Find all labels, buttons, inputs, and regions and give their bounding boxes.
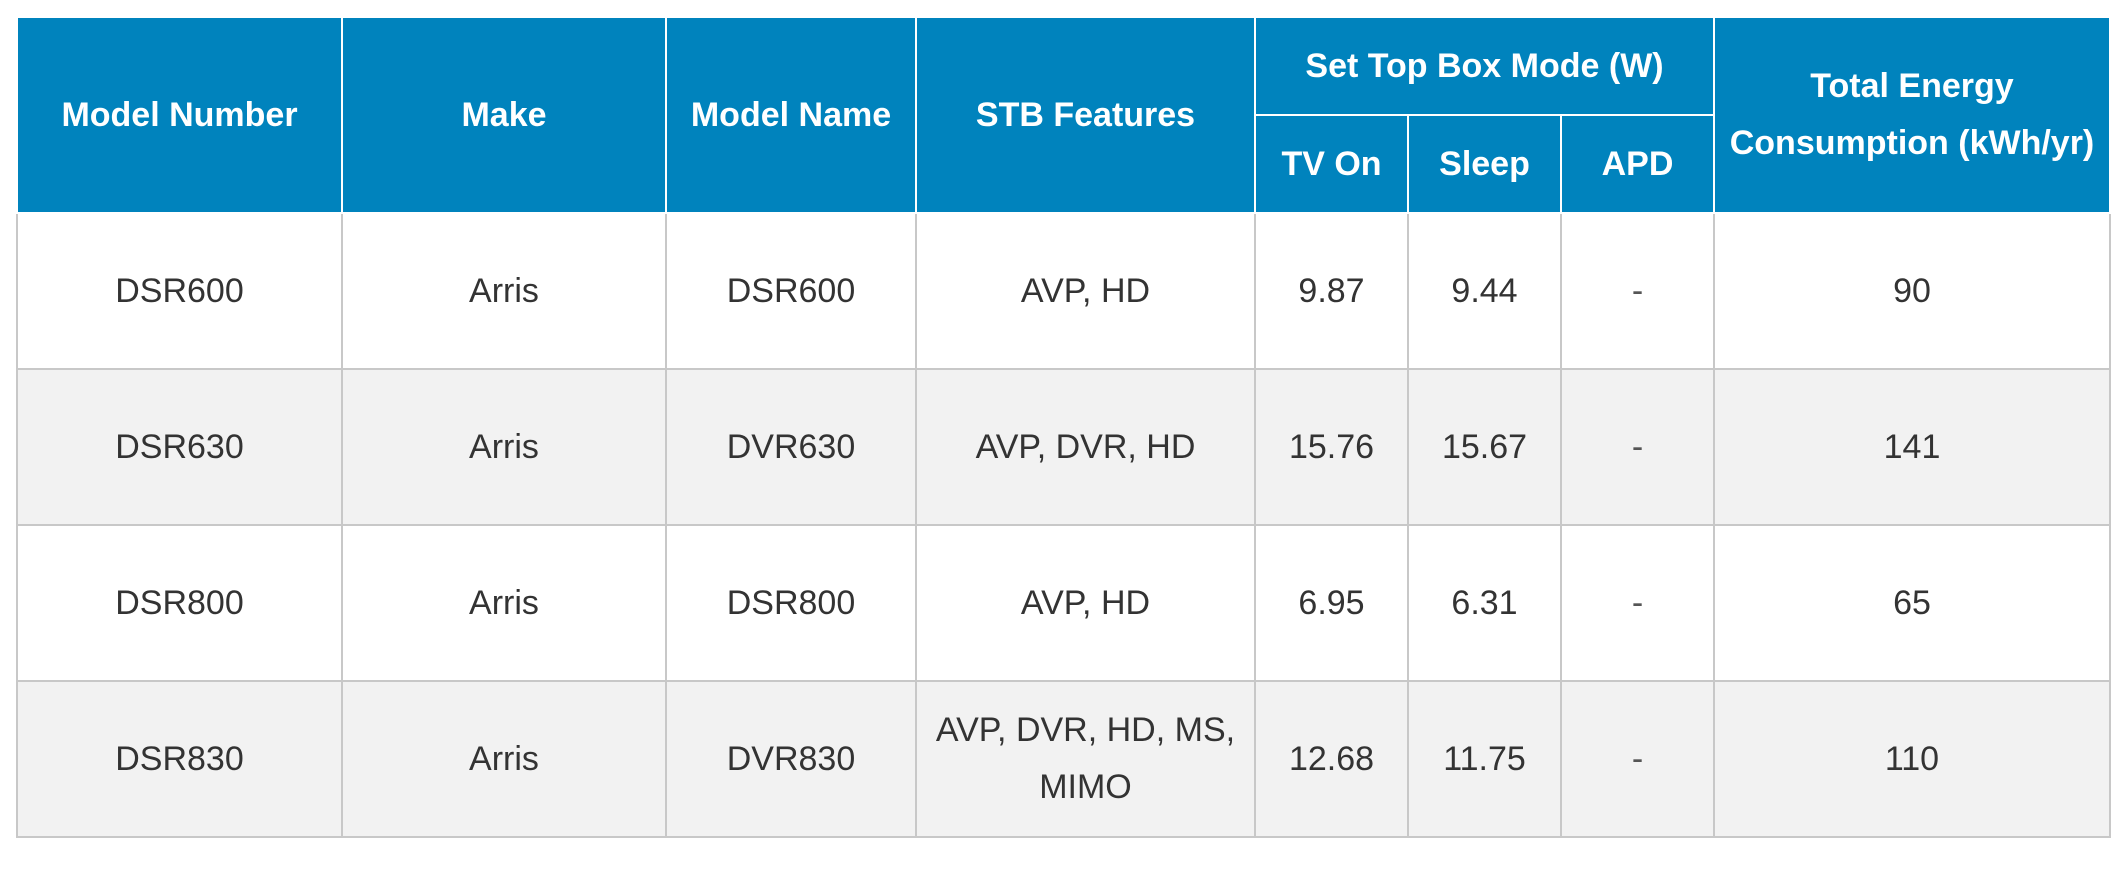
cell-features: AVP, HD — [915, 212, 1256, 370]
cell-sleep: 15.67 — [1407, 368, 1562, 526]
cell-model-name: DVR830 — [665, 680, 917, 838]
cell-features: AVP, HD — [915, 524, 1256, 682]
header-set-top-box-mode: Set Top Box Mode (W) — [1254, 16, 1715, 116]
cell-tv-on: 15.76 — [1254, 368, 1409, 526]
table-row: DSR600 Arris DSR600 AVP, HD 9.87 9.44 - … — [16, 212, 2111, 370]
table-row: DSR800 Arris DSR800 AVP, HD 6.95 6.31 - … — [16, 524, 2111, 682]
cell-total: 110 — [1713, 680, 2111, 838]
cell-model-number: DSR830 — [16, 680, 343, 838]
cell-make: Arris — [341, 368, 667, 526]
cell-sleep: 6.31 — [1407, 524, 1562, 682]
header-model-name: Model Name — [665, 16, 917, 214]
header-make: Make — [341, 16, 667, 214]
header-tv-on: TV On — [1254, 114, 1409, 214]
cell-sleep: 11.75 — [1407, 680, 1562, 838]
cell-total: 90 — [1713, 212, 2111, 370]
cell-apd: - — [1560, 524, 1715, 682]
header-row-2: TV On Sleep APD — [17, 114, 2110, 214]
cell-model-name: DVR630 — [665, 368, 917, 526]
cell-make: Arris — [341, 680, 667, 838]
cell-tv-on: 9.87 — [1254, 212, 1409, 370]
header-apd: APD — [1560, 114, 1715, 214]
header-row-1: Model Number Make Model Name STB Feature… — [16, 16, 2111, 214]
table-row: DSR830 Arris DVR830 AVP, DVR, HD, MS, MI… — [16, 680, 2111, 838]
cell-total: 141 — [1713, 368, 2111, 526]
cell-model-number: DSR800 — [16, 524, 343, 682]
cell-model-number: DSR630 — [16, 368, 343, 526]
cell-apd: - — [1560, 680, 1715, 838]
energy-table-container: Model Number Make Model Name STB Feature… — [16, 16, 2111, 838]
cell-sleep: 9.44 — [1407, 212, 1562, 370]
cell-apd: - — [1560, 368, 1715, 526]
energy-table: Model Number Make Model Name STB Feature… — [16, 16, 2111, 838]
header-stb-features: STB Features — [915, 16, 1256, 214]
cell-model-number: DSR600 — [16, 212, 343, 370]
cell-features: AVP, DVR, HD, MS, MIMO — [915, 680, 1256, 838]
header-model-number: Model Number — [16, 16, 343, 214]
cell-total: 65 — [1713, 524, 2111, 682]
table-row: DSR630 Arris DVR630 AVP, DVR, HD 15.76 1… — [16, 368, 2111, 526]
cell-apd: - — [1560, 212, 1715, 370]
cell-make: Arris — [341, 212, 667, 370]
header-sleep: Sleep — [1407, 114, 1562, 214]
cell-tv-on: 6.95 — [1254, 524, 1409, 682]
cell-tv-on: 12.68 — [1254, 680, 1409, 838]
cell-model-name: DSR800 — [665, 524, 917, 682]
cell-features: AVP, DVR, HD — [915, 368, 1256, 526]
header-total-energy: Total Energy Consumption (kWh/yr) — [1713, 16, 2111, 214]
cell-model-name: DSR600 — [665, 212, 917, 370]
cell-make: Arris — [341, 524, 667, 682]
